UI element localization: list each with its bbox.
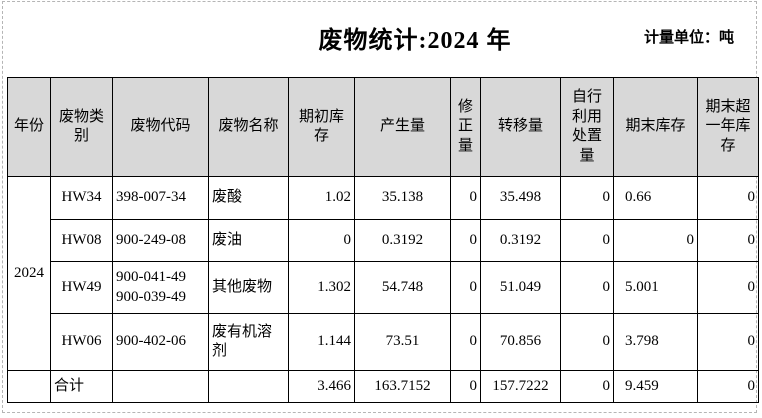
cell-self-disposal: 0: [560, 261, 614, 314]
cell-category: HW49: [50, 261, 113, 314]
table-row: HW49 900-041-49 900-039-49 其他废物 1.302 54…: [8, 261, 759, 314]
cell-year-empty: [7, 370, 51, 403]
cell-closing-stock: 5.001: [613, 261, 698, 314]
cell-category: HW06: [50, 313, 113, 371]
cell-code-empty: [112, 370, 209, 403]
table-row: 2024 HW34 398-007-34 废酸 1.02 35.138 0 35…: [7, 176, 759, 371]
cell-over-year-stock: 0: [697, 261, 759, 314]
header-row: 年份 废物类别 废物代码 废物名称 期初库存 产生量 修正量 转移量 自行利用处…: [7, 77, 759, 177]
cell-code: 900-249-08: [112, 219, 209, 262]
cell-generated: 35.138: [354, 176, 451, 220]
col-header-correction: 修正量: [450, 77, 481, 177]
unit-label: 计量单位：吨: [643, 30, 734, 46]
cell-self-disposal: 0: [560, 219, 614, 262]
cell-transferred: 0.3192: [480, 219, 561, 262]
page-title: 废物统计:2024 年: [318, 28, 512, 54]
cell-name: 废酸: [208, 176, 289, 220]
cell-closing-stock: 3.798: [613, 313, 698, 371]
cell-correction: 0: [450, 219, 481, 262]
col-header-category: 废物类别: [50, 77, 113, 177]
col-header-opening-stock: 期初库存: [288, 77, 355, 177]
cell-correction: 0: [450, 261, 481, 314]
cell-correction: 0: [450, 313, 481, 371]
cell-code: 900-402-06: [112, 313, 209, 371]
cell-opening-stock: 1.302: [288, 261, 355, 314]
cell-opening-stock: 0: [288, 219, 355, 262]
col-header-over-year-stock: 期末超一年库存: [697, 77, 759, 177]
total-transferred: 157.7222: [480, 370, 561, 403]
cell-self-disposal: 0: [560, 313, 614, 371]
cell-name-empty: [208, 370, 289, 403]
cell-self-disposal: 0: [560, 176, 614, 220]
cell-over-year-stock: 0: [697, 219, 759, 262]
cell-opening-stock: 1.144: [288, 313, 355, 371]
cell-over-year-stock: 0: [697, 176, 759, 220]
total-row: 合计 3.466 163.7152 0 157.7222 0 9.459 0: [7, 370, 759, 403]
waste-statistics-table: 年份 废物类别 废物代码 废物名称 期初库存 产生量 修正量 转移量 自行利用处…: [7, 77, 759, 403]
total-label: 合计: [50, 370, 113, 403]
cell-transferred: 35.498: [480, 176, 561, 220]
total-correction: 0: [450, 370, 481, 403]
cell-generated: 0.3192: [354, 219, 451, 262]
cell-name: 其他废物: [208, 261, 289, 314]
cell-over-year-stock: 0: [697, 313, 759, 371]
total-self-disposal: 0: [560, 370, 614, 403]
cell-name: 废油: [208, 219, 289, 262]
cell-code: 398-007-34: [112, 176, 209, 220]
cell-category: HW34: [50, 176, 113, 220]
col-header-closing-stock: 期末库存: [613, 77, 698, 177]
cell-correction: 0: [450, 176, 481, 220]
cell-code: 900-041-49 900-039-49: [112, 261, 209, 314]
total-over-year-stock: 0: [697, 370, 759, 403]
total-generated: 163.7152: [354, 370, 451, 403]
total-opening-stock: 3.466: [288, 370, 355, 403]
cell-opening-stock: 1.02: [288, 176, 355, 220]
col-header-self-disposal: 自行利用处置量: [560, 77, 614, 177]
col-header-generated: 产生量: [354, 77, 451, 177]
cell-transferred: 51.049: [480, 261, 561, 314]
cell-year: 2024: [7, 176, 51, 371]
col-header-transferred: 转移量: [480, 77, 561, 177]
col-header-code: 废物代码: [112, 77, 209, 177]
table-row: HW06 900-402-06 废有机溶剂 1.144 73.51 0 70.8…: [8, 313, 759, 371]
cell-closing-stock: 0: [613, 219, 698, 262]
cell-transferred: 70.856: [480, 313, 561, 371]
col-header-year: 年份: [7, 77, 51, 177]
total-closing-stock: 9.459: [613, 370, 698, 403]
cell-category: HW08: [50, 219, 113, 262]
cell-generated: 73.51: [354, 313, 451, 371]
cell-name: 废有机溶剂: [208, 313, 289, 371]
cell-generated: 54.748: [354, 261, 451, 314]
cell-closing-stock: 0.66: [613, 176, 698, 220]
table-row: HW08 900-249-08 废油 0 0.3192 0 0.3192 0 0…: [8, 219, 759, 262]
col-header-name: 废物名称: [208, 77, 289, 177]
